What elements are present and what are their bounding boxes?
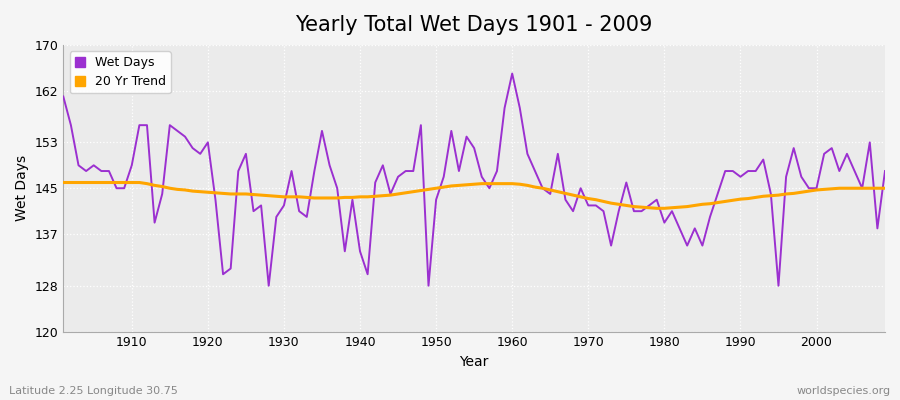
20 Yr Trend bbox=[286, 194, 297, 199]
Title: Yearly Total Wet Days 1901 - 2009: Yearly Total Wet Days 1901 - 2009 bbox=[295, 15, 652, 35]
Wet Days bbox=[515, 106, 526, 110]
Wet Days bbox=[293, 209, 304, 214]
Wet Days bbox=[507, 71, 517, 76]
Line: 20 Yr Trend: 20 Yr Trend bbox=[63, 182, 885, 208]
X-axis label: Year: Year bbox=[460, 355, 489, 369]
Text: worldspecies.org: worldspecies.org bbox=[796, 386, 891, 396]
Y-axis label: Wet Days: Wet Days bbox=[15, 155, 29, 221]
20 Yr Trend bbox=[879, 186, 890, 191]
Wet Days bbox=[264, 283, 274, 288]
Wet Days bbox=[339, 249, 350, 254]
20 Yr Trend bbox=[507, 181, 517, 186]
Line: Wet Days: Wet Days bbox=[63, 74, 885, 286]
Wet Days bbox=[879, 169, 890, 174]
20 Yr Trend bbox=[119, 180, 130, 185]
Text: Latitude 2.25 Longitude 30.75: Latitude 2.25 Longitude 30.75 bbox=[9, 386, 178, 396]
20 Yr Trend bbox=[58, 180, 68, 185]
Wet Days bbox=[522, 152, 533, 156]
20 Yr Trend bbox=[332, 196, 343, 200]
20 Yr Trend bbox=[598, 199, 609, 204]
Wet Days bbox=[613, 209, 624, 214]
20 Yr Trend bbox=[652, 206, 662, 211]
Legend: Wet Days, 20 Yr Trend: Wet Days, 20 Yr Trend bbox=[69, 51, 170, 93]
Wet Days bbox=[58, 94, 68, 99]
20 Yr Trend bbox=[500, 181, 510, 186]
Wet Days bbox=[119, 186, 130, 191]
